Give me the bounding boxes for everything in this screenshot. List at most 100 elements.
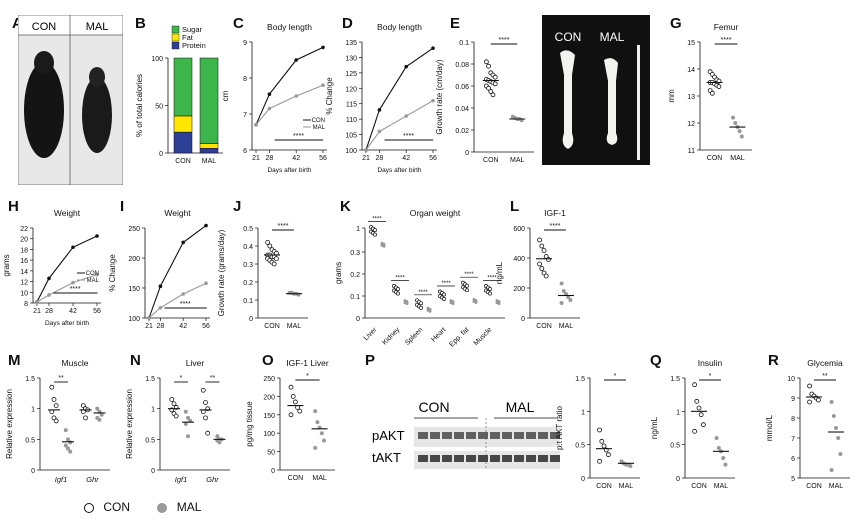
data-point-con (273, 256, 279, 262)
x-tick-label-k: Kidney (381, 326, 401, 346)
con-legend-label: CON (103, 500, 131, 514)
data-point-mal (66, 446, 70, 451)
blot-band-pakt (454, 432, 464, 439)
chart-title-c: Body length (267, 22, 312, 32)
data-point-con (181, 240, 185, 245)
data-point-con (597, 458, 602, 464)
data-point-con (606, 452, 611, 458)
data-point-mal (568, 298, 573, 302)
y-tick-label-g: 11 (688, 148, 695, 155)
legend-label-con-c: CON (312, 118, 325, 124)
chart-j: 0 0.1 0.2 0.3 0.4 0.5 Growth rate (grams/day) C… (217, 223, 308, 330)
blot-band-takt (514, 455, 524, 462)
chart-n: 0 0.5 1 1.5 Liver Relative expression Igf1 * Ghr… (125, 358, 230, 484)
y-tick-label-d: 125 (345, 71, 357, 78)
data-point-mal (321, 83, 325, 87)
data-point-con (83, 415, 88, 421)
sig-label-e: **** (499, 37, 510, 44)
x-tick-label-h: 28 (45, 308, 53, 315)
x-axis-label-c: Days after birth (267, 167, 311, 174)
panel-letter-a: A (12, 15, 23, 32)
data-point-con (442, 292, 446, 297)
legend-label-protein: Protein (182, 41, 206, 50)
y-tick-label-g: 13 (687, 94, 695, 101)
y-tick-label-h: 18 (20, 247, 28, 254)
data-point-mal (147, 316, 151, 320)
data-point-mal (158, 306, 163, 310)
data-point-con (541, 248, 547, 253)
y-tick-label-l: 600 (513, 226, 525, 233)
data-point-con (692, 382, 697, 388)
x-tick-label-n: Ghr (206, 475, 219, 484)
chart-d: 100 105 110 115 120 125 130 135 Body length % Cha… (325, 22, 437, 174)
sig-label-c: **** (293, 133, 304, 140)
y-tick-label-k: 0.2 (350, 272, 360, 279)
data-point-con (53, 418, 59, 424)
y-tick-label-i: 250 (128, 226, 140, 233)
x-tick-label-j: CON (264, 323, 280, 330)
panel-letter-i: I (120, 198, 125, 215)
data-point-con (696, 405, 702, 411)
legend-label-mal-c: MAL (313, 125, 326, 131)
y-axis-label-g: mm (667, 89, 676, 103)
blot-band-takt (538, 455, 548, 462)
data-point-mal (733, 121, 738, 125)
x-tick-label-i: 56 (202, 323, 210, 330)
x-tick-label-r: MAL (829, 483, 844, 490)
photo-a-con-label: CON (32, 21, 57, 33)
data-point-mal (183, 409, 188, 414)
x-tick-label-i: 21 (145, 323, 153, 330)
data-point-mal (428, 309, 432, 313)
data-point-con (539, 266, 545, 271)
x-tick-label-d: 21 (362, 155, 370, 162)
data-point-mal (183, 422, 188, 426)
panel-letter-q: Q (650, 352, 662, 369)
data-point-mal (497, 302, 501, 306)
y-tick-label-h: 10 (20, 290, 28, 297)
series-line-con (148, 225, 207, 319)
data-point-mal (737, 129, 742, 134)
x-tick-label-d: 56 (429, 155, 437, 162)
bottom-legend: CON MAL (84, 500, 207, 514)
bar-sugar-con (173, 57, 193, 117)
panel-letter-b: B (135, 15, 146, 32)
data-point-con (546, 257, 551, 262)
x-tick-label-p: CON (596, 483, 612, 490)
sig-label-o: * (306, 373, 309, 380)
data-point-con (49, 384, 55, 390)
x-tick-label-n: Igf1 (175, 475, 188, 484)
data-point-mal (829, 468, 834, 472)
data-point-mal (561, 289, 566, 293)
bar-fat-con (173, 115, 193, 133)
y-tick-label-h: 22 (20, 226, 28, 233)
data-point-con (377, 108, 382, 112)
x-tick-label-c: 28 (266, 155, 274, 162)
data-point-con (51, 397, 57, 402)
x-tick-label-m: Igf1 (55, 475, 68, 484)
data-point-mal (731, 115, 736, 120)
data-point-con (297, 408, 303, 414)
data-point-con (537, 237, 542, 243)
y-axis-label-o: pg/mg tissue (245, 401, 254, 447)
x-tick-label-r: CON (806, 483, 822, 490)
y-axis-label-r: mmol/L (765, 414, 774, 441)
legend-label-fat: Fat (182, 33, 194, 42)
data-point-con (597, 427, 602, 433)
x-tick-label-q: CON (691, 483, 707, 490)
data-point-mal (35, 300, 39, 304)
y-tick-label-g: 12 (687, 121, 695, 128)
y-tick-label-k: 0.3 (350, 250, 360, 257)
series-line-mal (148, 282, 207, 319)
blot-mal-label: MAL (506, 399, 535, 415)
blot-band-takt (430, 455, 440, 462)
data-point-con (288, 412, 294, 418)
y-tick-label-h: 12 (20, 280, 28, 287)
x-tick-label-k: Muscle (473, 326, 494, 347)
data-point-mal (559, 281, 564, 286)
data-point-mal (404, 114, 409, 118)
chart-o: 0 50 100 150 200 250 IGF-1 Liver pg/mg tissue CO… (245, 358, 335, 482)
y-tick-label-r: 10 (787, 376, 795, 383)
y-tick-label-m: 1.5 (25, 376, 35, 383)
blot-band-pakt (502, 432, 512, 439)
data-point-con (431, 46, 435, 50)
